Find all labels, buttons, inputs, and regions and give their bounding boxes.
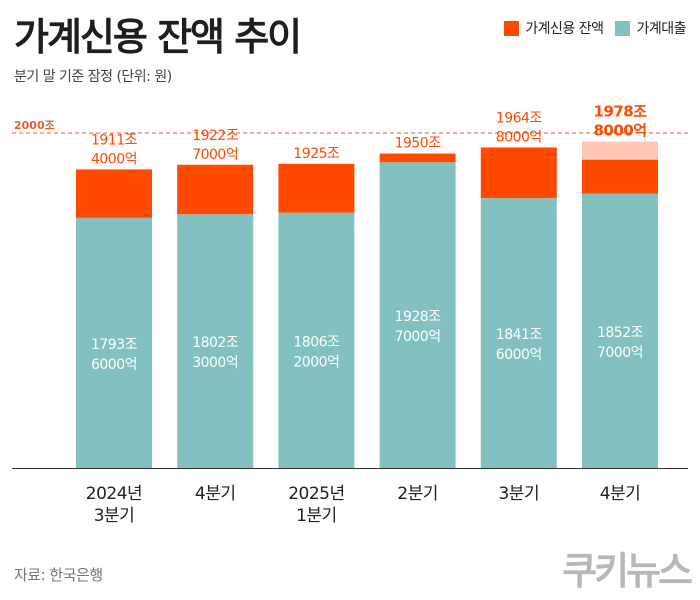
bar-loan-3 — [379, 162, 456, 468]
bar-credit-0 — [76, 169, 152, 218]
credit-value-label-5-0: 1978조 — [593, 103, 647, 121]
legend-label-loan: 가계대출 — [636, 21, 686, 37]
credit-value-label-4-0: 1964조 — [496, 110, 543, 126]
bar-credit-1 — [177, 164, 254, 215]
bar-credit-5 — [582, 159, 658, 194]
credit-value-label-0-0: 1911조 — [91, 132, 138, 148]
x-tick-label-0-0: 2024년 — [86, 484, 142, 504]
legend-swatch-loan — [615, 20, 631, 36]
x-tick-label-3-0: 2분기 — [397, 484, 438, 504]
loan-value-label-4-1: 6000억 — [496, 347, 542, 363]
credit-value-label-4-1: 8000억 — [496, 129, 542, 145]
publisher-logo: 쿠키뉴스 — [562, 549, 693, 593]
loan-value-label-3-0: 1928조 — [395, 309, 442, 325]
x-tick-label-4-0: 3분기 — [498, 484, 539, 504]
credit-value-label-0-1: 4000억 — [91, 151, 137, 167]
loan-value-label-0-0: 1793조 — [91, 337, 138, 353]
loan-value-label-5-0: 1852조 — [597, 325, 644, 341]
loan-value-label-1-1: 3000억 — [192, 355, 238, 371]
credit-value-label-5-1: 8000억 — [593, 122, 646, 140]
source-note: 자료: 한국은행 — [14, 566, 103, 584]
bar-credit-2 — [278, 163, 355, 213]
legend-label-credit: 가계신용 잔액 — [525, 21, 604, 37]
bar-loan-5 — [582, 193, 658, 468]
chart-title: 가계신용 잔액 추이 — [14, 15, 302, 59]
loan-value-label-1-0: 1802조 — [192, 335, 239, 351]
bar-credit-4 — [480, 147, 557, 199]
legend-swatch-credit — [504, 20, 520, 36]
chart-subtitle: 분기 말 기준 잠정 (단위: 원) — [14, 69, 172, 85]
x-tick-label-0-1: 3분기 — [94, 506, 135, 526]
bar-loan-1 — [177, 214, 254, 468]
x-tick-label-1-0: 4분기 — [195, 484, 236, 504]
legend-item-credit: 가계신용 잔액 — [504, 18, 604, 38]
loan-value-label-2-1: 2000억 — [293, 354, 339, 370]
credit-value-label-1-1: 7000억 — [192, 147, 238, 163]
credit-value-label-3-0: 1950조 — [395, 136, 442, 152]
credit-value-label-1-0: 1922조 — [192, 128, 239, 144]
reference-line-label: 2000조 — [14, 119, 55, 132]
loan-value-label-3-1: 7000억 — [395, 329, 441, 345]
bar-loan-2 — [278, 212, 355, 468]
bar-credit-projected-5 — [582, 141, 658, 160]
credit-value-label-2-0: 1925조 — [293, 146, 340, 162]
loan-value-label-4-0: 1841조 — [496, 327, 543, 343]
x-tick-label-5-0: 4분기 — [600, 484, 641, 504]
bar-loan-0 — [76, 217, 152, 468]
loan-value-label-5-1: 7000억 — [597, 345, 643, 361]
bar-credit-3 — [379, 153, 456, 163]
x-tick-label-2-1: 1분기 — [296, 506, 337, 526]
loan-value-label-0-1: 6000억 — [91, 357, 137, 373]
bar-loan-4 — [480, 198, 557, 469]
legend-item-loan: 가계대출 — [615, 18, 686, 38]
loan-value-label-2-0: 1806조 — [293, 334, 340, 350]
legend: 가계신용 잔액 가계대출 — [504, 18, 686, 38]
x-tick-label-2-0: 2025년 — [288, 484, 344, 504]
